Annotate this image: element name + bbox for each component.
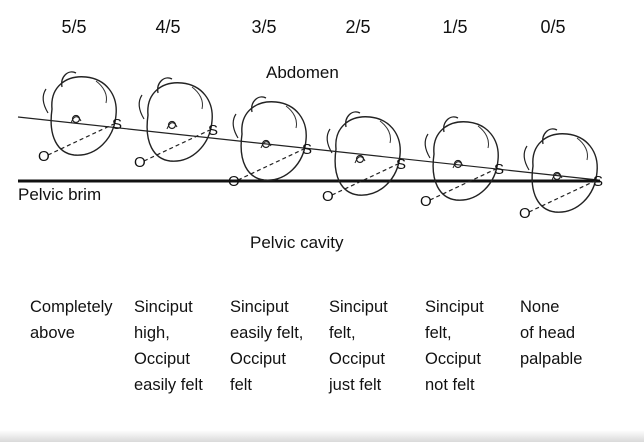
fontanelle-curl xyxy=(452,161,464,169)
occiput-marker: O xyxy=(38,148,50,165)
sinciput-marker: S xyxy=(494,161,504,178)
hair-curl xyxy=(61,71,77,88)
occiput-marker: O xyxy=(519,205,531,222)
skull-outline xyxy=(240,101,307,181)
sinciput-marker: S xyxy=(396,156,406,173)
skull-outline xyxy=(50,76,117,156)
pelvic-cavity-label: Pelvic cavity xyxy=(250,233,344,252)
fetal-head-2-of-5: OS xyxy=(322,111,406,205)
sinciput-marker: S xyxy=(208,122,218,139)
skull-outline xyxy=(146,82,213,162)
description-2-of-5: Sinciput felt, Occiput just felt xyxy=(329,298,388,394)
description-4-of-5: Sinciput high, Occiput easily felt xyxy=(134,298,203,394)
occipitofrontal-diameter xyxy=(429,167,499,201)
fraction-label-0-of-5: 0/5 xyxy=(540,17,566,37)
fraction-label-5-of-5: 5/5 xyxy=(61,17,87,37)
occiput-marker: O xyxy=(228,173,240,190)
fetal-head-3-of-5: OS xyxy=(228,96,312,190)
occiput-marker: O xyxy=(420,193,432,210)
fraction-label-1-of-5: 1/5 xyxy=(442,17,468,37)
fraction-label-2-of-5: 2/5 xyxy=(345,17,371,37)
fontanelle-curl xyxy=(551,173,563,181)
fontanelle-curl xyxy=(260,141,272,149)
hair-curl xyxy=(443,116,459,133)
occiput-marker: O xyxy=(322,188,334,205)
description-5-of-5: Completely above xyxy=(30,298,113,342)
skull-outline xyxy=(531,133,598,213)
occiput-marker: O xyxy=(134,154,146,171)
fraction-label-3-of-5: 3/5 xyxy=(251,17,277,37)
description-0-of-5: None of head palpable xyxy=(520,298,583,368)
fetal-head-1-of-5: OS xyxy=(420,116,504,210)
fetal-head-4-of-5: OS xyxy=(134,77,218,171)
description-1-of-5: Sinciput felt, Occiput not felt xyxy=(425,298,484,394)
suture-line xyxy=(191,86,203,110)
suture-line xyxy=(576,137,588,161)
ear-line xyxy=(42,88,49,114)
ear-line xyxy=(424,133,431,159)
occipitofrontal-diameter xyxy=(143,128,213,162)
occipitofrontal-diameter xyxy=(331,162,401,196)
hair-curl xyxy=(542,128,558,145)
occipitofrontal-diameter xyxy=(47,122,117,156)
ear-line xyxy=(326,128,333,154)
sinciput-marker: S xyxy=(302,141,312,158)
fontanelle-curl xyxy=(166,122,178,130)
fontanelle-curl xyxy=(354,156,366,164)
fontanelle-curl xyxy=(70,116,82,124)
suture-line xyxy=(379,120,391,144)
suture-line xyxy=(95,80,107,104)
sinciput-marker: S xyxy=(112,116,122,133)
fraction-label-4-of-5: 4/5 xyxy=(155,17,181,37)
hair-curl xyxy=(345,111,361,128)
description-3-of-5: Sinciput easily felt, Occiput felt xyxy=(230,298,304,394)
occipitofrontal-diameter xyxy=(528,179,598,213)
fetal-head-5-of-5: OS xyxy=(38,71,122,165)
occipitofrontal-diameter xyxy=(237,147,307,181)
abdomen-label: Abdomen xyxy=(266,63,339,82)
fetal-head-0-of-5: OS xyxy=(519,128,603,222)
skull-outline xyxy=(334,116,401,196)
suture-line xyxy=(477,125,489,149)
bottom-shadow xyxy=(0,430,644,442)
ear-line xyxy=(138,94,145,120)
pelvic-brim-label: Pelvic brim xyxy=(18,185,102,204)
ear-line xyxy=(232,113,239,139)
sinciput-marker: S xyxy=(593,173,603,190)
abdominal-wall-line xyxy=(17,116,599,181)
hair-curl xyxy=(251,96,267,113)
suture-line xyxy=(285,105,297,129)
ear-line xyxy=(523,145,530,171)
skull-outline xyxy=(432,121,499,201)
hair-curl xyxy=(157,77,173,94)
